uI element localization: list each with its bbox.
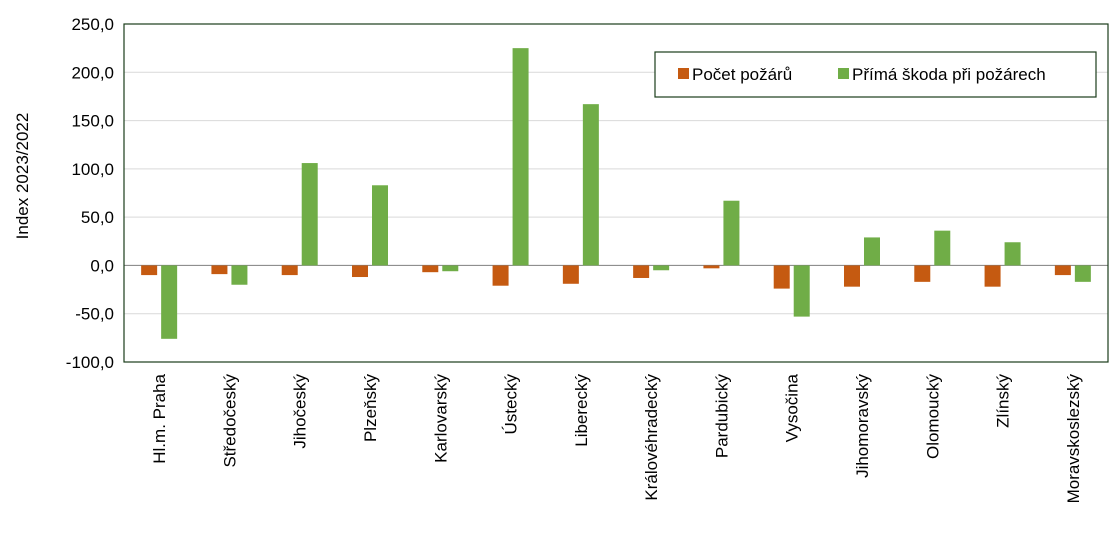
legend-label: Přímá škoda při požárech — [852, 65, 1046, 84]
bar-prima-skoda — [372, 185, 388, 266]
x-category-label: Plzeňský — [361, 374, 380, 443]
bar-pocet-pozaru — [492, 265, 509, 286]
y-tick-label: 150,0 — [71, 112, 114, 131]
y-tick-label: 200,0 — [71, 63, 114, 82]
bars — [141, 48, 1091, 339]
x-category-label: Ústecký — [502, 374, 521, 435]
x-category-label: Královéhradecký — [642, 374, 661, 501]
bar-prima-skoda — [231, 265, 248, 285]
legend-box — [654, 51, 1097, 98]
bar-prima-skoda — [582, 104, 599, 266]
x-category-label: Olomoucký — [923, 374, 942, 460]
y-axis-label: Index 2023/2022 — [13, 113, 32, 240]
y-tick-label: -100,0 — [66, 353, 114, 372]
bar-prima-skoda — [793, 265, 810, 317]
y-tick-label: 100,0 — [71, 160, 114, 179]
bar-prima-skoda — [301, 163, 318, 266]
legend: Počet požárů Přímá škoda při požárech — [654, 51, 1097, 98]
y-tick-label: 0,0 — [90, 256, 114, 275]
x-category-label: Hl.m. Praha — [150, 373, 169, 463]
bar-pocet-pozaru — [844, 265, 860, 287]
y-tick-label: 250,0 — [71, 15, 114, 34]
x-category-label: Pardubický — [712, 374, 731, 459]
y-axis-ticks: 250,0 200,0 150,0 100,0 50,0 0,0 -50,0 -100,0 — [66, 15, 114, 372]
x-category-label: Jihočeský — [291, 374, 310, 449]
bar-prima-skoda — [1074, 265, 1091, 282]
x-category-label: Vysočina — [783, 373, 802, 442]
bar-pocet-pozaru — [914, 265, 931, 282]
bar-pocet-pozaru — [633, 265, 650, 278]
legend-swatch — [678, 68, 689, 79]
legend-label: Počet požárů — [692, 65, 792, 84]
bar-pocet-pozaru — [141, 265, 158, 276]
bar-prima-skoda — [442, 265, 459, 272]
y-tick-label: -50,0 — [75, 305, 114, 324]
bar-pocet-pozaru — [211, 265, 228, 275]
x-category-label: Jihomoravský — [853, 374, 872, 478]
bar-prima-skoda — [1004, 242, 1021, 266]
bar-pocet-pozaru — [703, 265, 720, 269]
bar-prima-skoda — [723, 200, 740, 266]
bar-pocet-pozaru — [352, 265, 368, 278]
bar-pocet-pozaru — [422, 265, 439, 273]
category-labels: Hl.m. Praha Středočeský Jihočeský Plzeňský K… — [150, 373, 1083, 503]
x-category-label: Liberecký — [572, 374, 591, 447]
bar-prima-skoda — [934, 230, 951, 266]
bar-prima-skoda — [161, 265, 178, 339]
x-category-label: Karlovarský — [431, 374, 450, 463]
bar-prima-skoda — [864, 237, 880, 266]
bar-pocet-pozaru — [281, 265, 298, 276]
bar-pocet-pozaru — [562, 265, 579, 284]
x-category-label: Moravskoslezský — [1064, 374, 1083, 504]
plot-area-border — [123, 23, 1109, 363]
bar-prima-skoda — [512, 48, 529, 266]
x-category-label: Středočeský — [220, 374, 239, 468]
bar-pocet-pozaru — [984, 265, 1001, 287]
bar-prima-skoda — [653, 265, 670, 271]
bar-pocet-pozaru — [1054, 265, 1071, 276]
x-category-label: Zlínský — [994, 374, 1013, 428]
y-tick-label: 50,0 — [81, 208, 114, 227]
legend-swatch — [838, 68, 849, 79]
bar-pocet-pozaru — [773, 265, 790, 289]
